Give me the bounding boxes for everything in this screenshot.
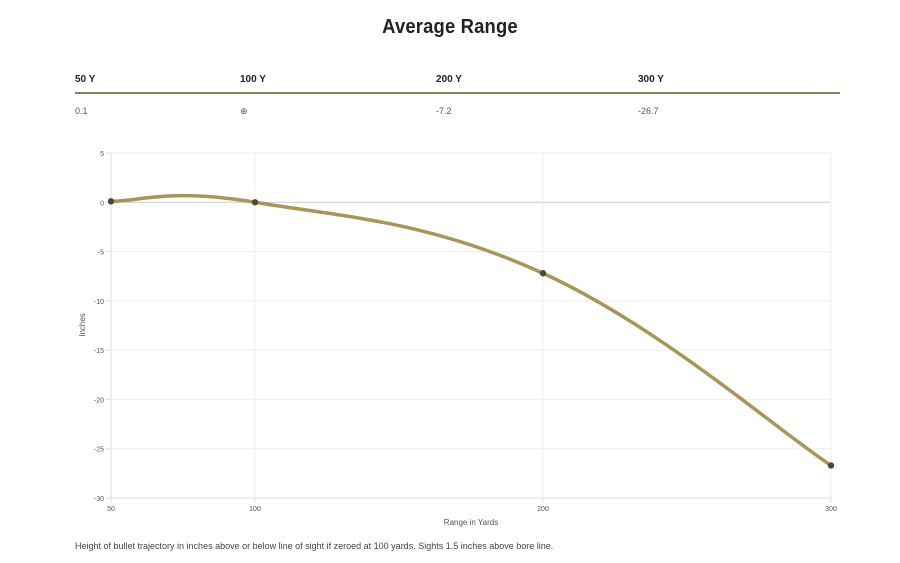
data-point (251, 199, 259, 206)
y-axis-label: Inches (78, 313, 87, 337)
header-200y: 200 Y (436, 74, 462, 85)
x-tick-label: 50 (107, 506, 115, 513)
y-tick-label: -25 (94, 447, 104, 454)
y-tick-label: -30 (94, 496, 104, 503)
data-point (827, 462, 835, 469)
trajectory-line (109, 193, 833, 468)
chart-series (109, 193, 833, 468)
value-200y: -7.2 (436, 106, 452, 116)
y-tick-label: 0 (100, 200, 104, 207)
header-100y: 100 Y (240, 74, 266, 85)
chart-grid (106, 152, 832, 503)
chart-points (107, 198, 835, 469)
data-point (539, 270, 547, 277)
y-tick-label: -5 (98, 250, 104, 257)
x-axis-label: Range in Yards (444, 518, 498, 527)
value-50y: 0.1 (75, 106, 88, 116)
chart-axes (110, 153, 831, 499)
header-50y: 50 Y (75, 74, 96, 85)
y-tick-label: -15 (94, 348, 104, 355)
range-table-header: 50 Y 100 Y 200 Y 300 Y (75, 70, 840, 94)
range-table-row: 0.1 ⊕ -7.2 -26.7 (75, 94, 840, 118)
value-300y: -26.7 (638, 106, 659, 116)
header-300y: 300 Y (638, 74, 664, 85)
value-100y: ⊕ (240, 106, 248, 116)
y-tick-label: -10 (94, 299, 104, 306)
x-tick-label: 100 (249, 506, 261, 513)
x-tick-label: 200 (537, 506, 549, 513)
chart-title: Average Range (382, 16, 518, 38)
x-tick-label: 300 (825, 506, 837, 513)
y-tick-label: 5 (100, 151, 104, 158)
data-point (107, 198, 115, 205)
chart-caption: Height of bullet trajectory in inches ab… (75, 541, 554, 551)
range-table: 50 Y 100 Y 200 Y 300 Y 0.1 ⊕ -7.2 -26.7 (75, 70, 840, 118)
y-tick-label: -20 (94, 397, 104, 404)
